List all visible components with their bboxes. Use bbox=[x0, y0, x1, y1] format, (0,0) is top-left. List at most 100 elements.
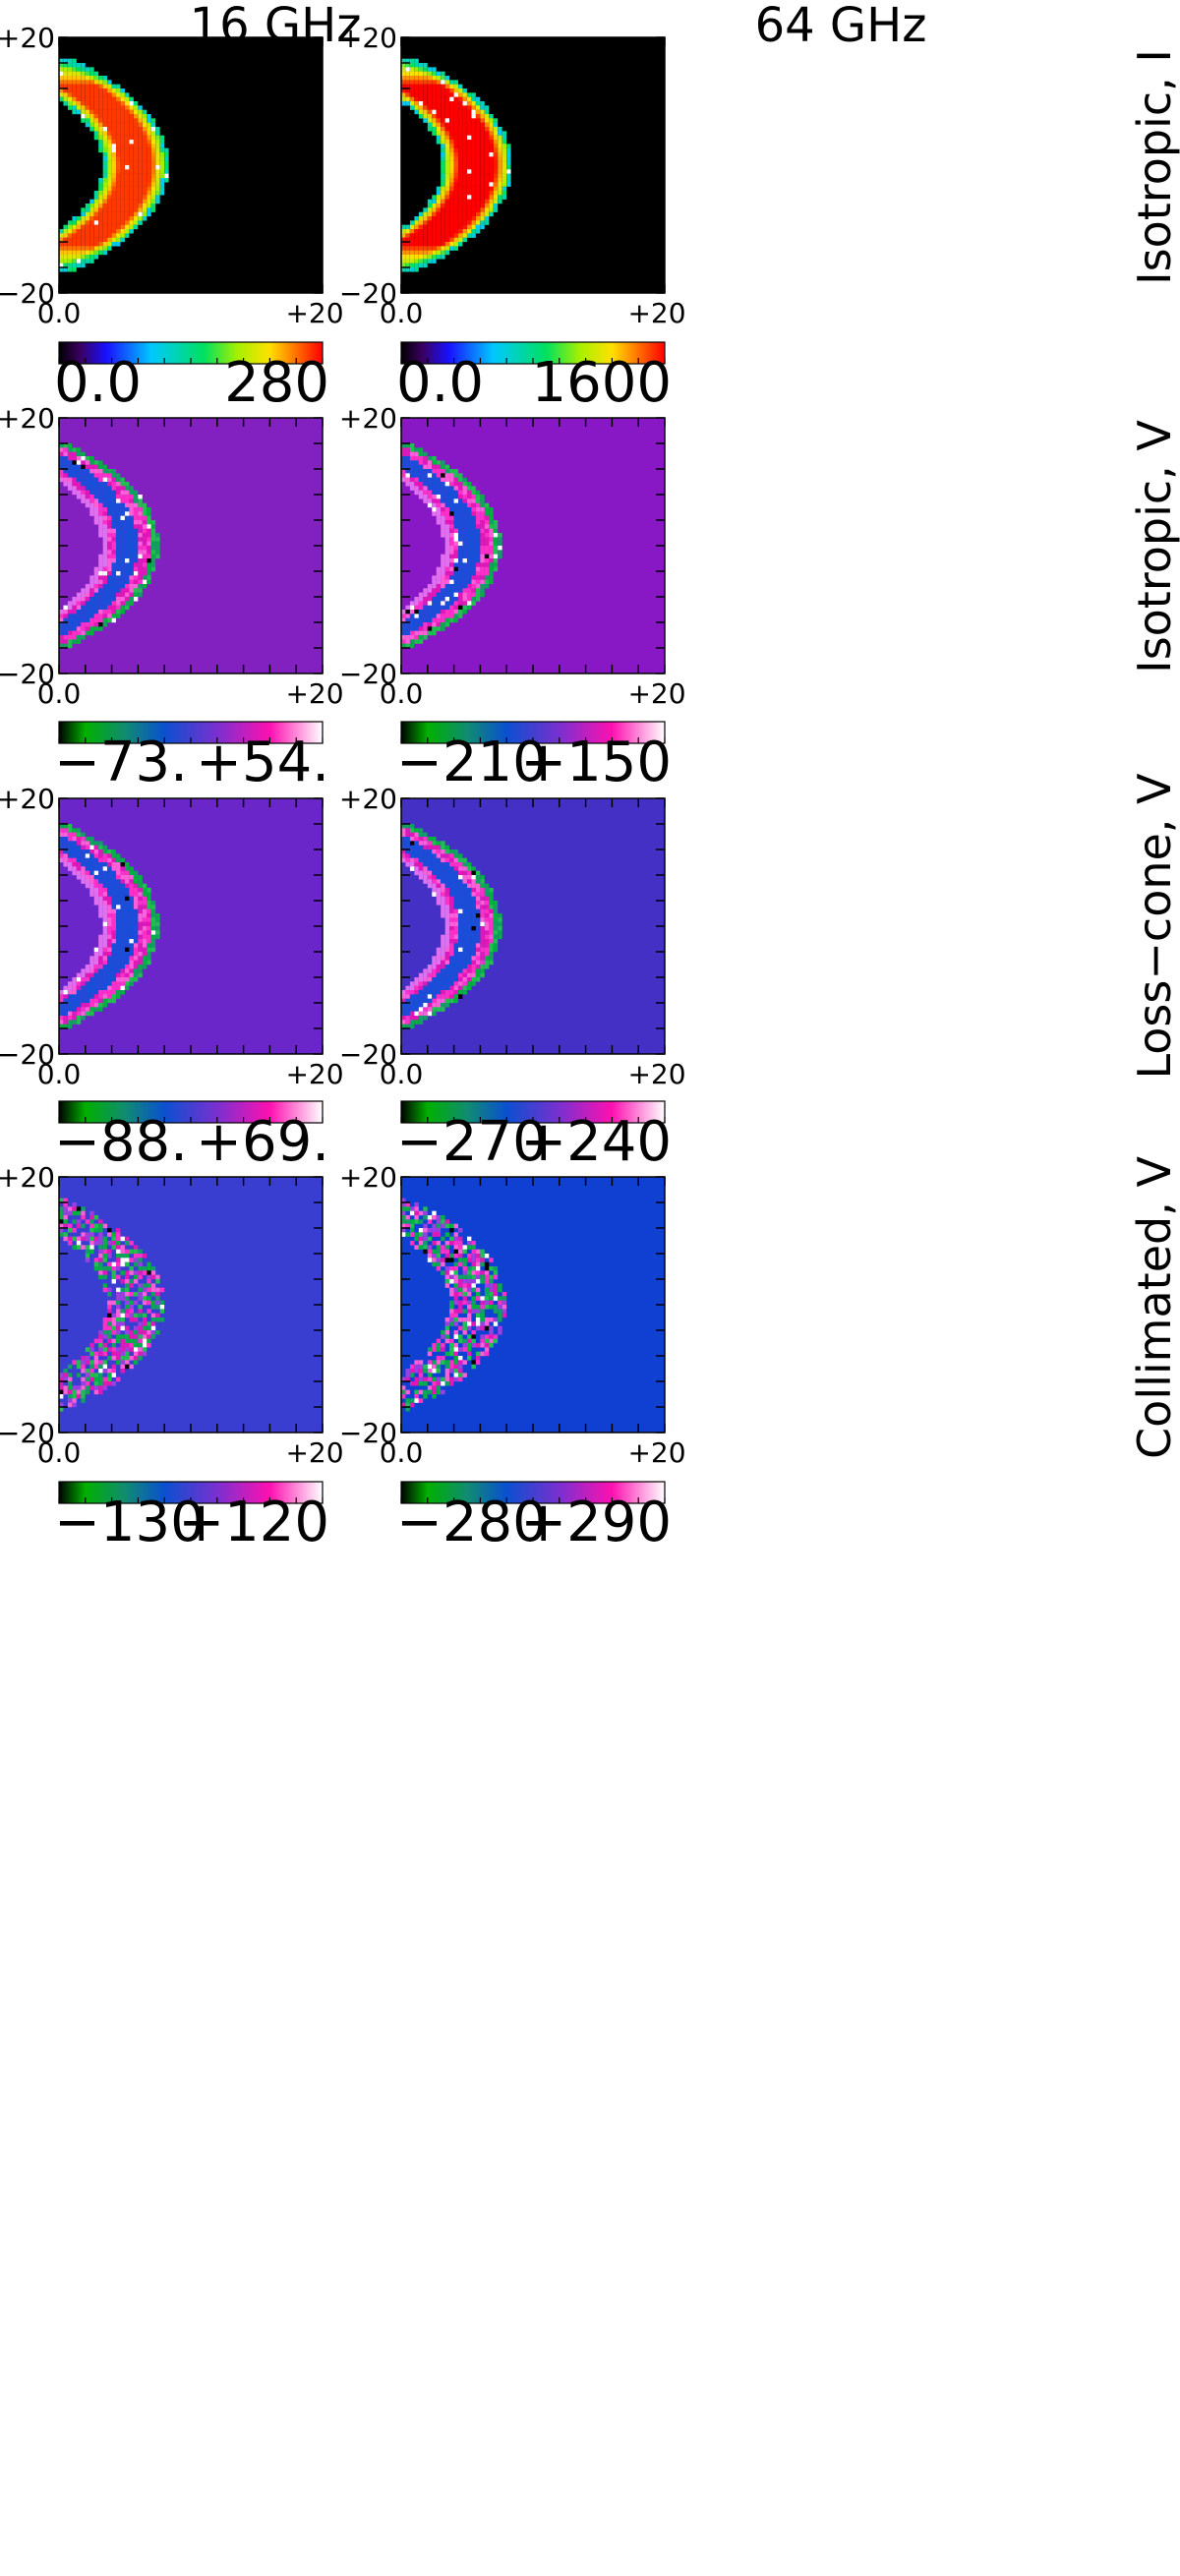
heatmap-cell bbox=[405, 456, 410, 461]
heatmap-cell bbox=[489, 566, 494, 572]
heatmap-cell bbox=[432, 956, 437, 961]
heatmap-cell bbox=[480, 528, 485, 534]
heatmap-cell bbox=[444, 140, 450, 145]
heatmap-cell bbox=[142, 546, 148, 551]
heatmap-cell bbox=[120, 156, 125, 161]
heatmap-cell bbox=[493, 533, 499, 538]
heatmap-cell bbox=[449, 960, 454, 966]
heatmap-cell bbox=[93, 105, 99, 110]
heatmap-cell bbox=[125, 524, 130, 529]
heatmap-cell bbox=[116, 199, 121, 205]
heatmap-cell bbox=[67, 233, 73, 238]
heatmap-cell bbox=[81, 617, 86, 623]
heatmap-cell bbox=[111, 985, 116, 991]
heatmap-cell bbox=[93, 965, 99, 969]
heatmap-cell bbox=[116, 592, 121, 598]
heatmap-cell bbox=[449, 533, 454, 538]
heatmap-cell bbox=[129, 575, 134, 580]
heatmap-cell bbox=[111, 224, 116, 230]
heatmap-cell bbox=[72, 482, 77, 487]
heatmap-cell bbox=[409, 866, 415, 871]
heatmap-cell bbox=[449, 1279, 454, 1284]
heatmap-cell bbox=[444, 866, 450, 871]
heatmap-cell bbox=[159, 160, 165, 166]
heatmap-cell bbox=[116, 515, 121, 521]
heatmap-cell bbox=[427, 610, 433, 615]
heatmap-cell bbox=[81, 857, 86, 863]
heatmap-cell bbox=[138, 520, 143, 525]
heatmap-cell bbox=[133, 511, 139, 516]
heatmap-cell bbox=[401, 610, 406, 615]
heatmap-cell bbox=[111, 926, 116, 931]
heatmap-cell bbox=[63, 1219, 68, 1224]
heatmap-cell bbox=[59, 267, 64, 272]
heatmap-cell bbox=[475, 960, 481, 966]
heatmap-cell bbox=[436, 892, 442, 897]
heatmap-cell bbox=[159, 1305, 165, 1310]
heatmap-cell bbox=[116, 224, 121, 230]
heatmap-cell bbox=[107, 1241, 112, 1246]
heatmap-cell bbox=[107, 960, 112, 966]
heatmap-cell bbox=[401, 828, 406, 833]
heatmap-cell bbox=[405, 242, 410, 247]
heatmap-cell bbox=[129, 507, 134, 512]
heatmap-cell bbox=[444, 883, 450, 889]
heatmap-cell bbox=[142, 127, 148, 132]
heatmap-cell bbox=[81, 879, 86, 884]
heatmap-cell bbox=[475, 1309, 481, 1314]
heatmap-cell bbox=[150, 1321, 156, 1326]
heatmap-cell bbox=[423, 841, 428, 846]
heatmap-cell bbox=[441, 626, 445, 631]
heatmap-cell bbox=[441, 204, 445, 208]
heatmap-cell bbox=[489, 952, 494, 957]
heatmap-cell bbox=[116, 1258, 121, 1262]
heatmap-cell bbox=[89, 1210, 94, 1216]
heatmap-cell bbox=[405, 71, 410, 77]
heatmap-cell bbox=[449, 515, 454, 521]
heatmap-cell bbox=[423, 71, 428, 77]
heatmap-cell bbox=[427, 477, 433, 483]
heatmap-cell bbox=[453, 533, 458, 538]
heatmap-cell bbox=[432, 473, 437, 478]
heatmap-cell bbox=[436, 956, 442, 961]
heatmap-cell bbox=[458, 224, 463, 230]
heatmap-cell bbox=[102, 1351, 108, 1357]
heatmap-cell bbox=[405, 1219, 410, 1224]
heatmap-cell bbox=[85, 220, 90, 225]
heatmap-cell bbox=[405, 80, 410, 85]
heatmap-cell bbox=[405, 58, 410, 64]
heatmap-cell bbox=[93, 575, 99, 580]
heatmap-cell bbox=[484, 524, 490, 529]
x-tick-label-right: +20 bbox=[627, 677, 685, 710]
heatmap-cell bbox=[414, 1206, 419, 1211]
heatmap-cell bbox=[111, 191, 116, 196]
heatmap-cell bbox=[418, 114, 424, 119]
heatmap-cell bbox=[498, 533, 502, 538]
heatmap-cell bbox=[93, 246, 99, 251]
heatmap-cell bbox=[107, 901, 112, 906]
heatmap-cell bbox=[471, 879, 476, 884]
heatmap-cell bbox=[142, 1270, 148, 1275]
heatmap-cell bbox=[111, 1270, 116, 1275]
heatmap-cell bbox=[414, 1007, 419, 1012]
heatmap-cell bbox=[471, 1287, 476, 1293]
heatmap-cell bbox=[414, 862, 419, 867]
heatmap-cell bbox=[107, 528, 112, 534]
heatmap-cell bbox=[89, 968, 94, 973]
heatmap-cell bbox=[102, 118, 108, 123]
heatmap-cell bbox=[458, 908, 463, 914]
heatmap-cell bbox=[414, 610, 419, 615]
heatmap-cell bbox=[462, 482, 467, 487]
heatmap-cell bbox=[129, 1347, 134, 1352]
heatmap-cell bbox=[102, 990, 108, 995]
heatmap-cell bbox=[414, 1215, 419, 1220]
heatmap-cell bbox=[120, 1292, 125, 1297]
heatmap-cell bbox=[453, 178, 458, 183]
heatmap-cell bbox=[102, 1223, 108, 1229]
heatmap-cell bbox=[98, 1330, 103, 1335]
heatmap-cell bbox=[502, 165, 507, 170]
heatmap-cell bbox=[93, 80, 99, 85]
heatmap-cell bbox=[125, 122, 130, 128]
heatmap-cell bbox=[111, 84, 116, 89]
heatmap-cell bbox=[405, 994, 410, 999]
